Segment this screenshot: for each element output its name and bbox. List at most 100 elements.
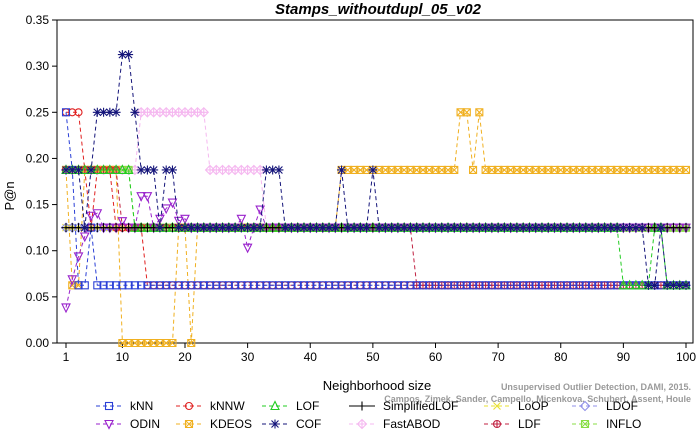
data-point	[575, 223, 585, 233]
data-point	[242, 243, 253, 254]
data-point	[437, 281, 446, 290]
legend-item-inflo: INFLO	[572, 417, 641, 431]
data-point	[662, 280, 672, 290]
data-point	[600, 223, 610, 233]
data-point	[487, 223, 497, 233]
y-tick-label: 0.15	[26, 198, 50, 212]
data-point	[198, 107, 210, 118]
x-tick-label: 1	[63, 350, 70, 364]
data-point	[624, 279, 635, 290]
data-point	[149, 165, 159, 175]
legend-item-odin: ODIN	[96, 417, 160, 431]
y-tick-label: 0.30	[26, 59, 50, 73]
data-point	[350, 281, 359, 290]
data-point	[625, 223, 635, 233]
legend-item-kdeos: KDEOS	[176, 417, 252, 431]
data-point	[199, 281, 208, 290]
data-point	[450, 281, 459, 290]
data-point	[142, 165, 152, 175]
data-point	[656, 223, 666, 233]
data-point	[469, 281, 478, 290]
data-point	[462, 223, 472, 233]
y-axis-label: P@n	[2, 181, 17, 210]
data-point	[681, 165, 691, 175]
y-tick-label: 0.10	[26, 244, 50, 258]
data-point	[469, 165, 478, 175]
legend-item-knn: kNN	[96, 399, 153, 413]
data-point	[312, 223, 322, 233]
legend-marker	[270, 419, 280, 429]
data-point	[105, 107, 115, 117]
data-point	[123, 164, 134, 175]
watermark-line-2: Campos, Zimek, Sander, Campello, Micenko…	[384, 394, 691, 404]
data-point	[418, 281, 428, 290]
y-axis: 0.00 0.05 0.10 0.15 0.20 0.25 0.30 0.35	[26, 13, 57, 350]
data-point	[475, 281, 484, 290]
x-tick-label: 60	[429, 350, 443, 364]
data-point	[117, 164, 128, 175]
data-point	[512, 223, 522, 233]
legend-label: LDOF	[606, 399, 638, 413]
data-point	[600, 281, 609, 290]
legend-label: KDEOS	[210, 417, 252, 431]
x-axis: 1 10 20 30 40 50 60 70 80 90 100	[63, 343, 696, 364]
data-point	[443, 223, 453, 233]
data-point	[393, 223, 403, 233]
data-point	[594, 281, 603, 290]
y-tick-label: 0.25	[26, 105, 50, 119]
data-point	[462, 281, 471, 290]
data-point	[218, 281, 227, 290]
legend-marker	[580, 419, 590, 429]
data-point	[174, 281, 183, 290]
data-point	[324, 223, 334, 233]
data-point	[293, 223, 303, 233]
data-point	[293, 281, 302, 290]
data-point	[137, 281, 146, 290]
data-point	[218, 223, 228, 233]
data-point	[562, 281, 572, 290]
legend-marker	[104, 401, 114, 411]
data-point	[111, 164, 121, 175]
data-point	[588, 281, 597, 290]
data-point	[537, 223, 547, 233]
data-point	[99, 281, 108, 290]
data-point	[61, 303, 71, 314]
legend-marker	[356, 418, 368, 430]
data-point	[575, 281, 584, 290]
data-point	[544, 281, 553, 290]
series-line-odin	[65, 195, 686, 308]
legend-marker	[104, 419, 114, 430]
data-point	[74, 108, 83, 117]
data-point	[243, 281, 252, 290]
data-point	[155, 223, 165, 233]
legend-label: LoOP	[518, 399, 549, 413]
data-point	[187, 281, 196, 290]
data-point	[362, 223, 372, 233]
data-point	[199, 223, 209, 233]
legend: kNN ODIN kNNW KDEOS LOF COF SimplifiedLOF FastA…	[96, 399, 641, 431]
legend-marker	[184, 401, 194, 411]
data-point	[381, 281, 390, 290]
data-point	[524, 223, 534, 233]
data-point	[117, 217, 128, 227]
data-point	[519, 281, 528, 290]
data-point	[500, 281, 509, 290]
data-point	[343, 223, 353, 233]
data-point	[606, 223, 616, 233]
data-point	[105, 281, 114, 290]
data-point	[681, 280, 691, 290]
y-tick-label: 0.35	[26, 13, 50, 27]
data-point	[255, 223, 265, 233]
data-point	[499, 223, 509, 233]
data-point	[136, 165, 146, 175]
data-point	[92, 209, 103, 219]
data-point	[180, 281, 190, 290]
legend-marker	[579, 400, 591, 412]
data-point	[368, 281, 377, 290]
data-point	[256, 281, 265, 290]
data-point	[73, 252, 84, 263]
legend-item-knnw: kNNW	[176, 399, 245, 413]
data-point	[387, 281, 396, 290]
data-point	[412, 281, 421, 290]
legend-label: ODIN	[130, 417, 160, 431]
